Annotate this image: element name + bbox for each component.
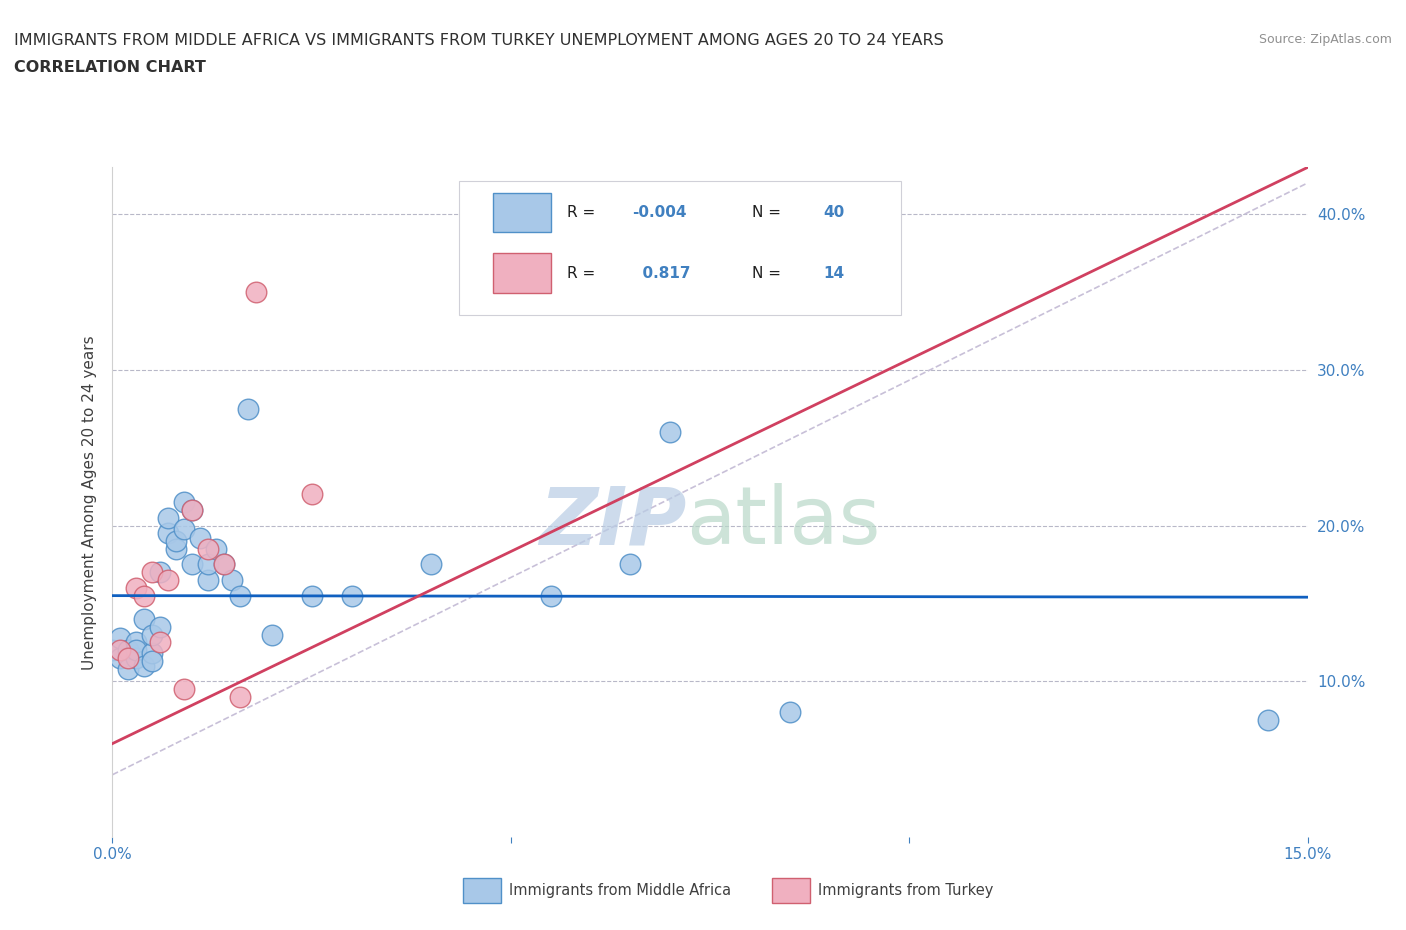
Point <box>301 487 323 502</box>
Point <box>1257 712 1279 727</box>
Point <box>149 565 172 579</box>
Text: R =: R = <box>567 206 600 220</box>
Point <box>117 650 139 665</box>
Text: Source: ZipAtlas.com: Source: ZipAtlas.com <box>1258 33 1392 46</box>
Point <box>540 588 562 603</box>
Point <box>340 588 363 603</box>
Point <box>125 643 148 658</box>
Text: Immigrants from Middle Africa: Immigrants from Middle Africa <box>509 884 731 898</box>
Text: R =: R = <box>567 266 600 281</box>
Text: 0.817: 0.817 <box>633 266 690 281</box>
Point <box>420 557 443 572</box>
Point <box>134 658 156 673</box>
Point <box>149 635 172 650</box>
Text: 14: 14 <box>824 266 845 281</box>
Point <box>181 502 204 517</box>
Point <box>125 650 148 665</box>
Text: N =: N = <box>752 266 786 281</box>
Text: ZIP: ZIP <box>538 484 686 562</box>
Point <box>236 402 259 417</box>
Point <box>173 682 195 697</box>
Point <box>165 534 187 549</box>
Text: atlas: atlas <box>686 484 880 562</box>
Point <box>110 631 132 645</box>
Point <box>101 643 124 658</box>
Text: IMMIGRANTS FROM MIDDLE AFRICA VS IMMIGRANTS FROM TURKEY UNEMPLOYMENT AMONG AGES : IMMIGRANTS FROM MIDDLE AFRICA VS IMMIGRA… <box>14 33 943 47</box>
Point <box>157 573 180 588</box>
Point <box>149 619 172 634</box>
Y-axis label: Unemployment Among Ages 20 to 24 years: Unemployment Among Ages 20 to 24 years <box>82 335 97 670</box>
Text: -0.004: -0.004 <box>633 206 688 220</box>
FancyBboxPatch shape <box>458 180 901 314</box>
Point <box>141 627 163 642</box>
Point <box>197 573 219 588</box>
Point <box>197 557 219 572</box>
Text: 40: 40 <box>824 206 845 220</box>
Point <box>197 541 219 556</box>
Point <box>134 612 156 627</box>
Point <box>110 650 132 665</box>
Point <box>181 502 204 517</box>
Point <box>125 635 148 650</box>
Point <box>619 557 641 572</box>
Point <box>229 588 252 603</box>
Point <box>117 661 139 676</box>
Point <box>125 580 148 595</box>
Point <box>117 643 139 658</box>
Point <box>134 588 156 603</box>
Point <box>181 557 204 572</box>
Point <box>301 588 323 603</box>
Point <box>221 573 243 588</box>
Point <box>157 511 180 525</box>
Text: Immigrants from Turkey: Immigrants from Turkey <box>818 884 994 898</box>
Point <box>157 525 180 540</box>
Point <box>141 565 163 579</box>
Point <box>141 645 163 660</box>
Point <box>260 627 283 642</box>
Point <box>779 705 801 720</box>
Point <box>205 541 228 556</box>
Point <box>212 557 235 572</box>
Point <box>173 521 195 536</box>
Point <box>659 425 682 440</box>
Point <box>212 557 235 572</box>
Point <box>165 541 187 556</box>
FancyBboxPatch shape <box>492 193 551 232</box>
Text: N =: N = <box>752 206 786 220</box>
Point <box>173 495 195 510</box>
Text: CORRELATION CHART: CORRELATION CHART <box>14 60 205 75</box>
Point <box>141 654 163 669</box>
Point <box>245 285 267 299</box>
Point <box>229 689 252 704</box>
Point <box>188 531 211 546</box>
Point <box>110 643 132 658</box>
FancyBboxPatch shape <box>492 253 551 293</box>
